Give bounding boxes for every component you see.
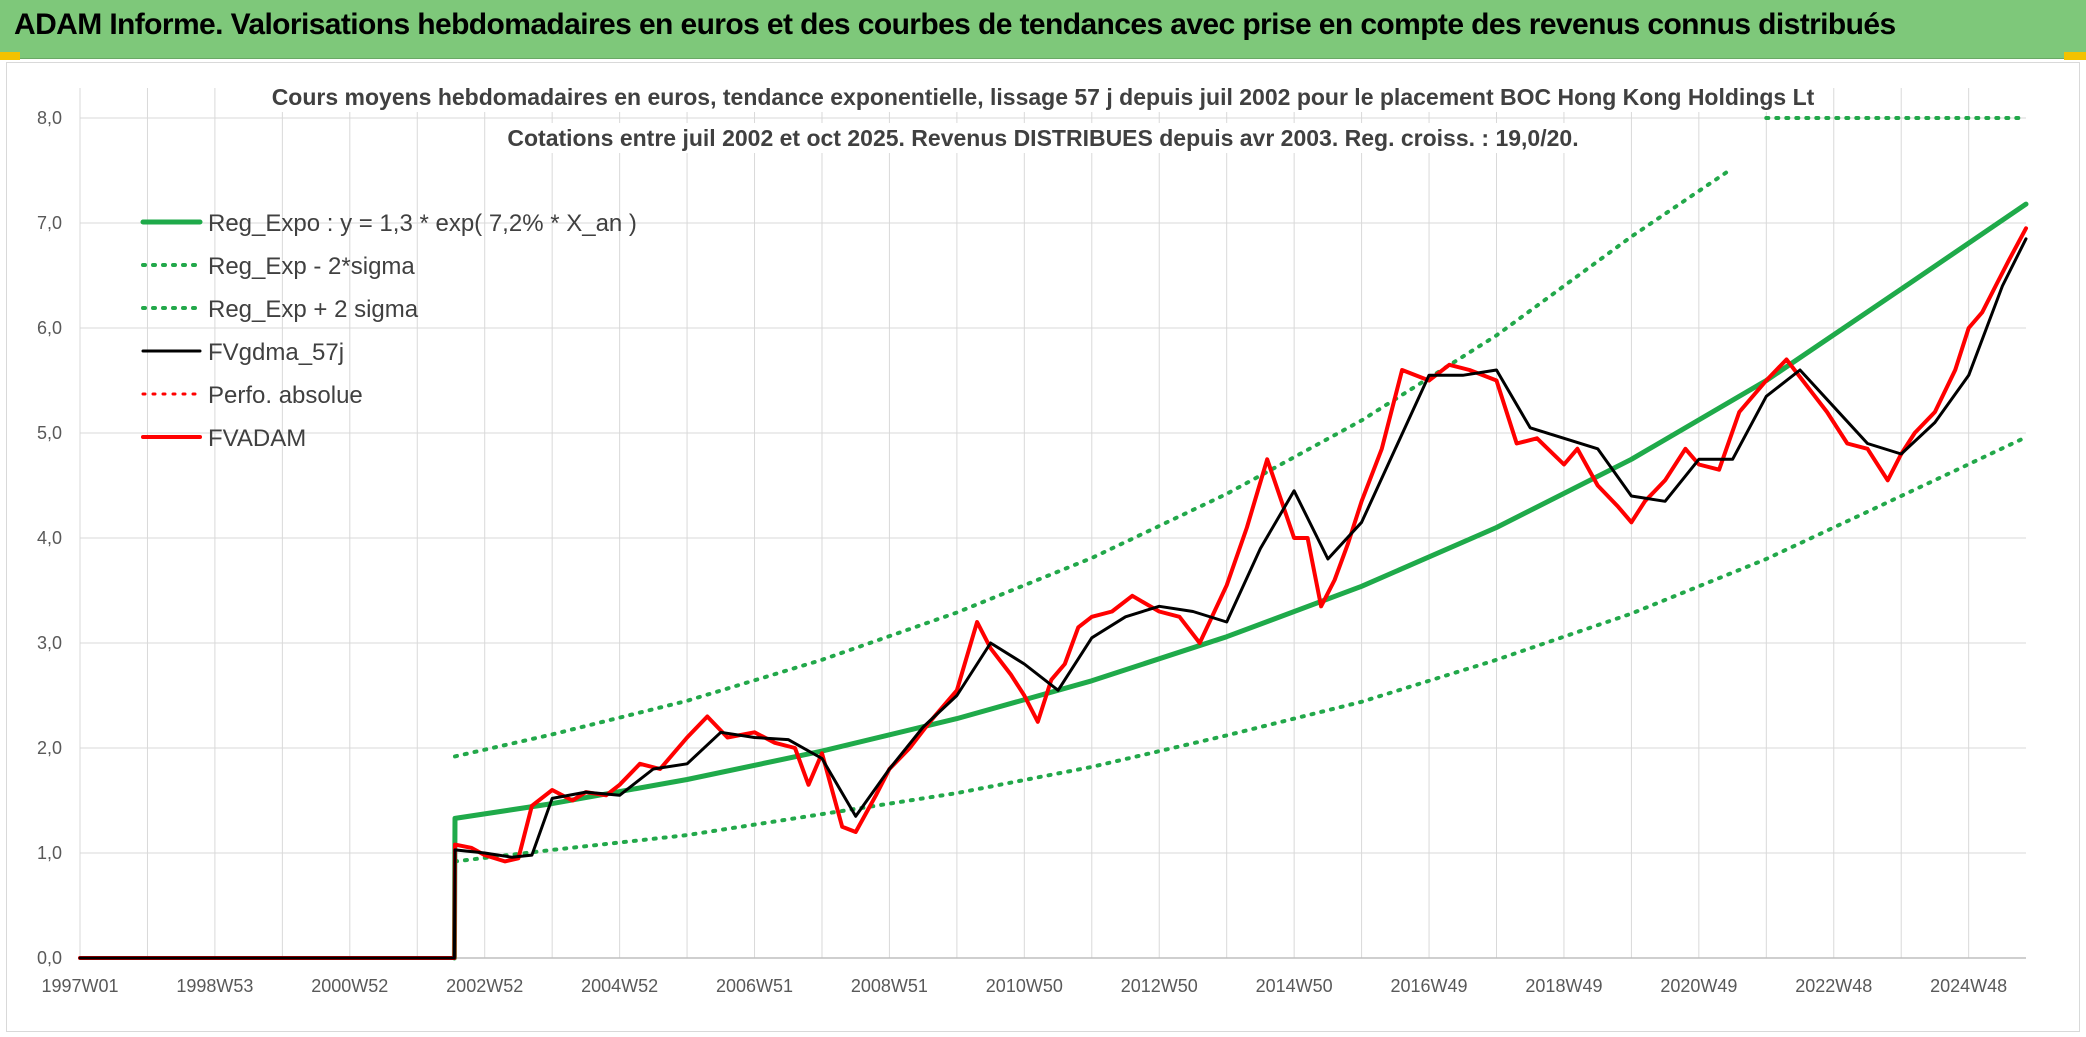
x-tick-label: 2018W49 bbox=[1525, 976, 1602, 996]
chart-title-line: Cotations entre juil 2002 et oct 2025. R… bbox=[507, 125, 1578, 151]
legend-label: Reg_Expo : y = 1,3 * exp( 7,2% * X_an ) bbox=[208, 210, 637, 237]
series-line-2 bbox=[453, 168, 1732, 759]
chart-legend: Reg_Expo : y = 1,3 * exp( 7,2% * X_an ) R… bbox=[140, 210, 637, 452]
x-tick-label: 2016W49 bbox=[1391, 976, 1468, 996]
legend-label: FVgdma_57j bbox=[208, 339, 344, 366]
banner-corner-left bbox=[0, 52, 20, 60]
legend-label: FVADAM bbox=[208, 425, 306, 452]
x-tick-label: 2000W52 bbox=[311, 976, 388, 996]
series-line-1 bbox=[453, 435, 2028, 864]
x-tick-label: 2008W51 bbox=[851, 976, 928, 996]
report-banner: ADAM Informe. Valorisations hebdomadaire… bbox=[0, 0, 2086, 59]
chart-frame bbox=[6, 62, 2080, 1032]
chart-title: Cours moyens hebdomadaires en euros, ten… bbox=[265, 82, 1821, 153]
y-tick-label: 4,0 bbox=[37, 528, 62, 548]
banner-corner-right bbox=[2064, 52, 2086, 60]
y-tick-label: 1,0 bbox=[37, 843, 62, 863]
y-axis-ticks: 0,0 1,0 2,0 3,0 4,0 5,0 6,0 7,0 8,0 bbox=[37, 108, 62, 968]
x-tick-label: 1998W53 bbox=[176, 976, 253, 996]
series-line-0 bbox=[451, 201, 2029, 961]
y-tick-label: 0,0 bbox=[37, 948, 62, 968]
y-tick-label: 2,0 bbox=[37, 738, 62, 758]
x-axis-ticks: 1997W01 1998W53 2000W52 2002W52 2004W52 2006W… bbox=[41, 976, 2007, 996]
x-tick-label: 1997W01 bbox=[41, 976, 118, 996]
y-tick-label: 5,0 bbox=[37, 423, 62, 443]
legend-label: Reg_Exp - 2*sigma bbox=[208, 253, 415, 280]
x-tick-label: 2002W52 bbox=[446, 976, 523, 996]
series-lines bbox=[78, 116, 2029, 961]
x-tick-label: 2024W48 bbox=[1930, 976, 2007, 996]
y-tick-label: 7,0 bbox=[37, 213, 62, 233]
y-tick-label: 3,0 bbox=[37, 633, 62, 653]
series-line-5 bbox=[78, 226, 2028, 960]
x-tick-label: 2012W50 bbox=[1121, 976, 1198, 996]
x-tick-label: 2006W51 bbox=[716, 976, 793, 996]
x-tick-label: 2010W50 bbox=[986, 976, 1063, 996]
chart-title-bg bbox=[501, 123, 1585, 153]
legend-label: Perfo. absolue bbox=[208, 382, 363, 409]
y-tick-label: 6,0 bbox=[37, 318, 62, 338]
grid-lines bbox=[79, 88, 2026, 959]
chart-title-bg bbox=[265, 82, 1821, 112]
chart-title-line: Cours moyens hebdomadaires en euros, ten… bbox=[272, 84, 1815, 110]
x-tick-label: 2020W49 bbox=[1660, 976, 1737, 996]
x-tick-label: 2022W48 bbox=[1795, 976, 1872, 996]
report-title: ADAM Informe. Valorisations hebdomadaire… bbox=[14, 8, 1896, 41]
series-line-3 bbox=[78, 237, 2028, 960]
x-tick-label: 2004W52 bbox=[581, 976, 658, 996]
legend-label: Reg_Exp + 2 sigma bbox=[208, 296, 419, 323]
x-tick-label: 2014W50 bbox=[1256, 976, 1333, 996]
y-tick-label: 8,0 bbox=[37, 108, 62, 128]
